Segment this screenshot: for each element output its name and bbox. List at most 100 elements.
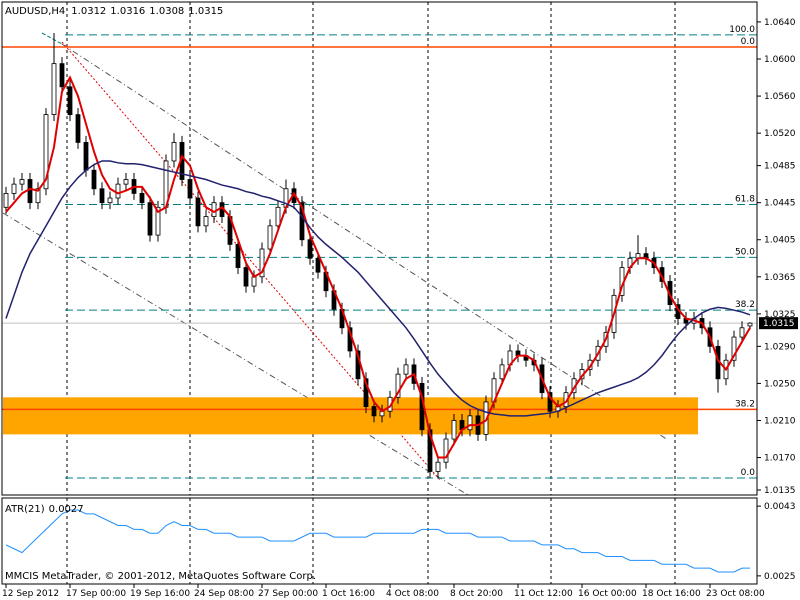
candle-body — [139, 192, 145, 204]
candle-body — [19, 179, 25, 185]
candle-body — [435, 461, 441, 472]
atr-panel — [5, 498, 750, 584]
candle-body — [747, 322, 753, 327]
y-tick-label: 1.0485 — [764, 162, 796, 172]
candle-body — [251, 276, 257, 287]
candle-body — [11, 183, 17, 194]
y-tick-label: 1.0445 — [764, 199, 796, 209]
atr-tick-label: 0.0025 — [764, 572, 796, 582]
candle-body — [51, 63, 57, 116]
candle-body — [211, 202, 217, 217]
atr-frame — [1, 497, 758, 585]
atr-title: ATR(21) 0.0027 — [5, 504, 84, 515]
axes: 1.0640 1.0600 1.0560 1.0520 1.0485 1.0445 1.04… — [2, 18, 798, 599]
x-tick-label: 16 Oct 00:00 — [578, 589, 637, 599]
candle-body — [451, 420, 457, 440]
fib-label: 50.0 — [735, 247, 755, 257]
symbol: AUDUSD,H4 — [5, 6, 65, 17]
fib-label: 100.0 — [729, 25, 755, 35]
x-tick-label: 8 Oct 20:00 — [450, 589, 503, 599]
y-tick-label: 1.0600 — [764, 55, 796, 65]
candle-body — [91, 169, 97, 190]
atr-name: ATR(21) — [5, 504, 45, 515]
candle-body — [27, 179, 33, 204]
candle-body — [395, 373, 401, 398]
support-zone — [3, 397, 698, 435]
candle-body — [171, 142, 177, 162]
y-tick-label: 1.0250 — [764, 379, 796, 389]
x-tick-label: 11 Oct 12:00 — [514, 589, 573, 599]
y-tick-label: 1.0365 — [764, 273, 796, 283]
watermark: MMCIS MetaTrader, © 2001-2012, MetaQuote… — [5, 571, 316, 582]
candle-body — [731, 336, 737, 361]
candle-body — [299, 202, 305, 241]
high-value: 1.0316 — [110, 6, 145, 17]
price-frame — [1, 1, 758, 496]
candle-body — [147, 202, 153, 236]
candle-body — [43, 114, 49, 190]
y-tick-label: 1.0560 — [764, 92, 796, 102]
x-tick-label: 17 Sep 00:00 — [66, 589, 126, 599]
candle-body — [75, 114, 81, 143]
atr-value: 0.0027 — [49, 504, 84, 515]
y-tick-label: 1.0290 — [764, 342, 796, 352]
candle-body — [499, 364, 505, 380]
chart-title: AUDUSD,H4 1.0312 1.0316 1.0308 1.0315 — [5, 6, 223, 17]
atr-tick-label: 0.0043 — [764, 502, 796, 512]
candle-body — [739, 327, 745, 338]
x-tick-label: 1 Oct 16:00 — [322, 589, 375, 599]
candle-body — [67, 86, 73, 116]
x-tick-label: 18 Oct 16:00 — [642, 589, 701, 599]
x-tick-label: 24 Sep 08:00 — [194, 589, 254, 599]
x-tick-label: 19 Sep 16:00 — [130, 589, 190, 599]
x-tick-label: 27 Sep 00:00 — [258, 589, 318, 599]
candle-body — [83, 142, 89, 171]
candle-body — [115, 183, 121, 199]
y-tick-label: 1.0210 — [764, 416, 796, 426]
candle-body — [267, 225, 273, 250]
candle-body — [443, 438, 449, 463]
x-tick-label: 4 Oct 08:00 — [386, 589, 439, 599]
moving-average — [5, 75, 751, 459]
atr-line — [5, 509, 750, 573]
candle-body — [107, 197, 113, 204]
candle-body — [307, 239, 313, 259]
candle-body — [259, 248, 265, 278]
fib-label: 0.0 — [741, 37, 756, 47]
candle-body — [275, 206, 281, 227]
candle-body — [187, 179, 193, 199]
y-tick-label: 1.0170 — [764, 454, 796, 464]
fib-label: 61.8 — [735, 195, 755, 205]
candle-body — [243, 267, 249, 287]
y-tick-label: 1.0135 — [764, 486, 796, 496]
low-value: 1.0308 — [149, 6, 184, 17]
y-tick-label: 1.0640 — [764, 18, 796, 28]
fib-label: 38.2 — [735, 300, 755, 310]
candle-body — [363, 378, 369, 407]
y-tick-label: 1.0405 — [764, 236, 796, 246]
candle-body — [467, 415, 473, 431]
x-tick-label: 12 Sep 2012 — [2, 589, 59, 599]
candle-body — [403, 364, 409, 375]
trend-line — [61, 41, 441, 481]
y-tick-label: 1.0520 — [764, 129, 796, 139]
moving-average — [5, 160, 751, 417]
close-value: 1.0315 — [188, 6, 223, 17]
x-tick-label: 23 Oct 08:00 — [706, 589, 765, 599]
fib-label: 38.2 — [735, 399, 755, 409]
fib-anchor — [41, 32, 63, 45]
candle-body — [99, 188, 105, 204]
candle-body — [235, 243, 241, 268]
candle-body — [315, 257, 321, 273]
price-marker-label: 1.0315 — [763, 319, 795, 329]
candle-body — [195, 197, 201, 227]
candle-body — [203, 216, 209, 227]
candle-body — [123, 179, 129, 185]
fib-label: 0.0 — [741, 468, 756, 478]
y-tick-label: 1.0325 — [764, 310, 796, 320]
price-marker — [759, 317, 798, 330]
price-panel: 100.0 0.0 61.8 50.0 38.2 38.2 0.0 — [2, 2, 757, 495]
candle-body — [35, 188, 41, 204]
